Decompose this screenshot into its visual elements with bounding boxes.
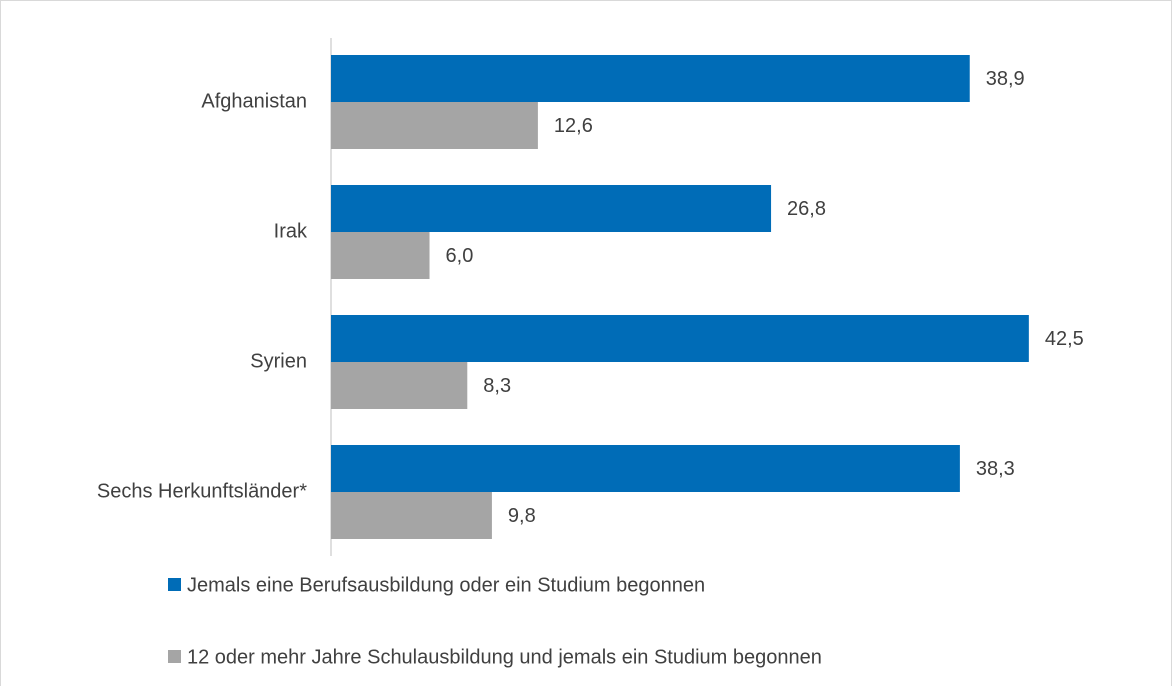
- bar: [331, 102, 538, 149]
- value-label: 38,9: [986, 68, 1025, 90]
- bar: [331, 362, 468, 409]
- value-label: 9,8: [508, 505, 536, 527]
- legend-swatch: [168, 650, 181, 663]
- legend-swatch: [168, 578, 181, 591]
- value-label: 38,3: [976, 458, 1015, 480]
- value-label: 42,5: [1045, 328, 1084, 350]
- bar: [331, 445, 960, 492]
- category-label: Sechs Herkunftsländer*: [97, 480, 307, 502]
- bar: [331, 55, 970, 102]
- bar: [331, 185, 772, 232]
- category-label: Afghanistan: [201, 90, 307, 112]
- bar: [331, 492, 492, 539]
- value-label: 26,8: [787, 198, 826, 220]
- value-label: 8,3: [483, 375, 511, 397]
- category-label: Irak: [274, 220, 308, 242]
- bar: [331, 315, 1029, 362]
- category-label: Syrien: [250, 350, 307, 372]
- value-label: 12,6: [554, 115, 593, 137]
- legend-label: 12 oder mehr Jahre Schulausbildung und j…: [187, 646, 822, 668]
- value-label: 6,0: [446, 245, 474, 267]
- bar: [331, 232, 430, 279]
- legend-label: Jemals eine Berufsausbildung oder ein St…: [187, 574, 705, 596]
